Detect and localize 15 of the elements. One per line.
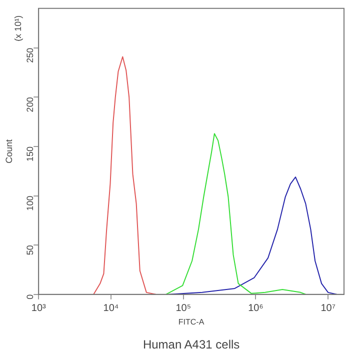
y-tick-label: 50 xyxy=(25,245,36,256)
x-tick-label: 10⁵ xyxy=(176,303,191,314)
x-tick-label: 10³ xyxy=(31,303,46,314)
x-tick-label: 10⁷ xyxy=(320,303,336,314)
y-tick-label: 200 xyxy=(25,97,36,112)
y-tick-label: 100 xyxy=(25,196,36,211)
y-tick-label: 0 xyxy=(25,294,36,300)
y-axis-title: Count xyxy=(4,138,14,164)
y-tick-label: 250 xyxy=(25,48,36,63)
y-tick-label: 150 xyxy=(25,146,36,162)
x-axis-title: FITC-A xyxy=(178,317,205,326)
text: (x 10¹) xyxy=(13,15,24,42)
x-tick-label: 10⁴ xyxy=(103,303,119,314)
x-tick-label: 10⁶ xyxy=(248,303,264,314)
text: Human A431 cells xyxy=(142,337,240,352)
